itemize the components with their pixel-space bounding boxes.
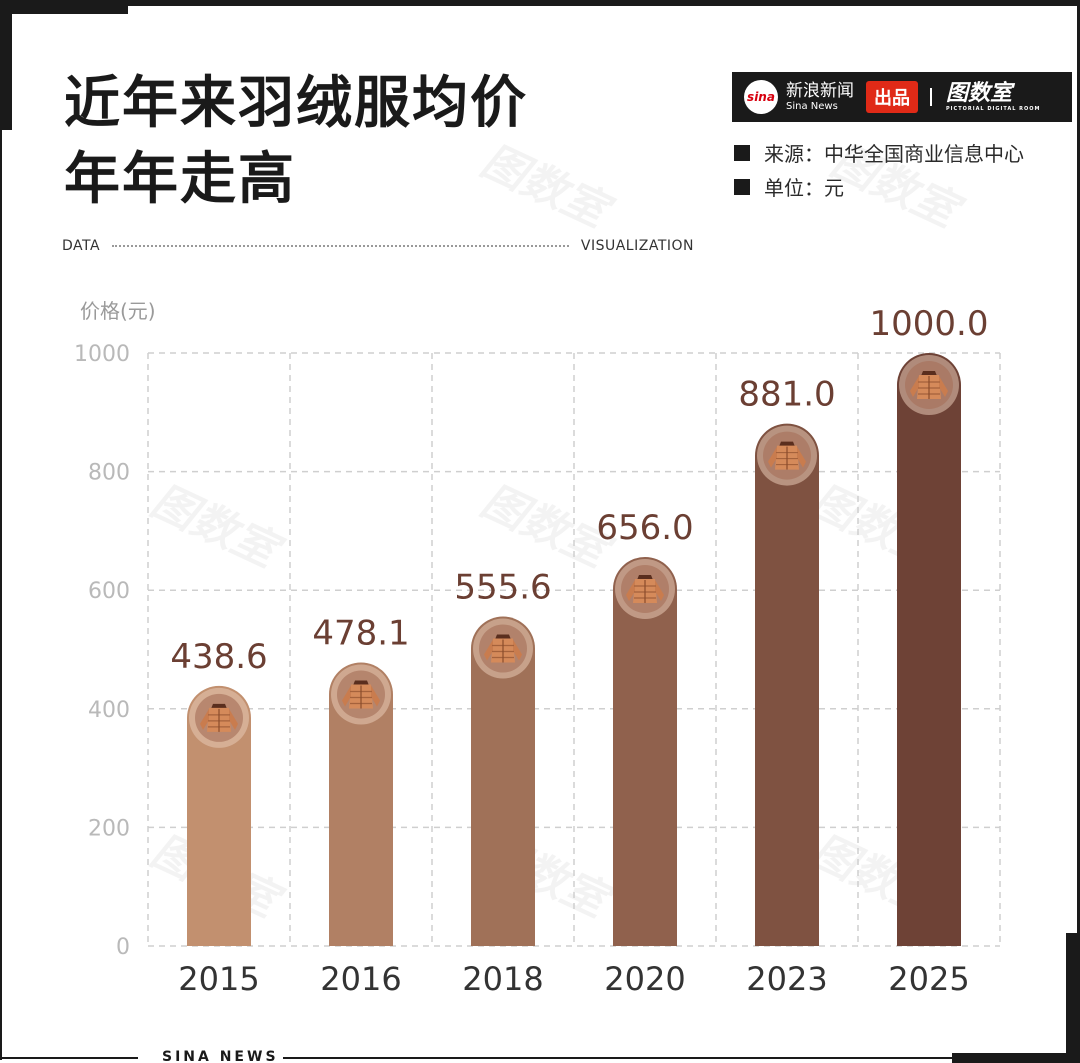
grid	[147, 352, 1001, 947]
data-visualization-divider: DATA VISUALIZATION	[62, 238, 694, 254]
y-tick-label: 0	[116, 935, 130, 960]
room-logo: 图数室 PICTORIAL DIGITAL ROOM	[946, 80, 1041, 113]
value-label: 438.6	[170, 637, 267, 677]
brand-bar: sina 新浪新闻 Sina News 出品 图数室 PICTORIAL DIG…	[732, 72, 1072, 122]
jacket-left-sleeve	[768, 446, 777, 468]
brand-name: 新浪新闻 Sina News	[786, 81, 854, 113]
room-logo-name: 图数室	[946, 80, 1013, 106]
bars	[187, 353, 961, 946]
bar	[897, 353, 961, 946]
jacket-right-sleeve	[939, 376, 948, 397]
sina-logo-icon: sina	[744, 80, 778, 114]
y-ticks: 0 200 400 600 800 1000	[74, 342, 130, 960]
frame-left-accent	[0, 0, 12, 130]
jacket-collar	[353, 680, 369, 686]
jacket-collar	[637, 574, 653, 580]
source-line: 来源：中华全国商业信息中心	[734, 138, 1024, 167]
divider-left-label: DATA	[62, 238, 101, 254]
jacket-left-sleeve	[484, 639, 493, 661]
unit-line: 单位：元	[734, 172, 844, 201]
bar	[755, 423, 819, 946]
bar-icons	[189, 355, 959, 748]
down-jacket-icon	[342, 680, 380, 709]
jacket-left-sleeve	[626, 579, 635, 601]
title-line-2: 年年走高	[64, 147, 296, 212]
value-label: 555.6	[454, 568, 551, 608]
x-tick-label: 2023	[746, 960, 827, 998]
y-tick-label: 1000	[74, 342, 130, 367]
unit-text: 单位：元	[764, 176, 844, 200]
down-jacket-icon	[200, 703, 238, 732]
frame-left-border	[0, 120, 2, 1060]
frame-corner-bottom-right	[1066, 933, 1080, 1063]
brand-name-en: Sina News	[786, 101, 838, 112]
jacket-collar	[495, 634, 511, 640]
bar	[613, 556, 677, 946]
x-ticks: 2015 2016 2018 2020 2023 2025	[178, 960, 969, 998]
divider-right-label: VISUALIZATION	[580, 238, 694, 254]
bar	[471, 616, 535, 946]
bullet-square-icon	[734, 178, 750, 195]
down-jacket-icon	[768, 441, 806, 470]
down-jacket-icon	[910, 371, 948, 399]
jacket-left-sleeve	[342, 685, 351, 707]
jacket-collar	[779, 441, 795, 447]
frame-right-border	[1077, 0, 1080, 1063]
jacket-left-sleeve	[200, 708, 209, 730]
jacket-collar	[921, 371, 937, 376]
jacket-right-sleeve	[229, 708, 238, 730]
x-tick-label: 2016	[320, 960, 401, 998]
bullet-square-icon	[734, 144, 750, 161]
room-logo-sub: PICTORIAL DIGITAL ROOM	[946, 105, 1041, 112]
y-tick-label: 600	[88, 579, 130, 604]
down-jacket-icon	[626, 574, 664, 603]
footer-line-left	[0, 1057, 138, 1059]
x-tick-label: 2025	[888, 960, 969, 998]
y-tick-label: 800	[88, 461, 130, 486]
y-axis-label: 价格(元)	[80, 299, 156, 323]
jacket-right-sleeve	[513, 639, 522, 661]
bar	[329, 662, 393, 946]
title-line-1: 近年来羽绒服均价	[64, 71, 528, 136]
brand-separator	[930, 88, 932, 106]
x-tick-label: 2020	[604, 960, 685, 998]
jacket-left-sleeve	[910, 376, 919, 397]
y-tick-label: 400	[88, 698, 130, 723]
y-tick-label: 200	[88, 816, 130, 841]
frame-top-border	[0, 0, 1080, 6]
value-labels: 438.6 478.1 555.6 656.0 881.0 1000.0	[170, 304, 988, 677]
jacket-right-sleeve	[371, 685, 380, 707]
brand-badge: 出品	[866, 81, 918, 113]
x-tick-label: 2015	[178, 960, 259, 998]
page-title: 近年来羽绒服均价 年年走高	[64, 66, 528, 218]
down-jacket-icon	[484, 634, 522, 663]
footer-line-right	[280, 1057, 960, 1059]
value-label: 1000.0	[870, 304, 989, 344]
x-tick-label: 2018	[462, 960, 543, 998]
value-label: 656.0	[596, 508, 693, 548]
footer-label: SINA NEWS	[158, 1049, 283, 1063]
divider-dots	[112, 245, 569, 247]
bar-chart: 价格(元) 0 200 400 600 800 1000 438.6 478.1 555.6 6…	[74, 299, 1001, 998]
jacket-right-sleeve	[797, 446, 806, 468]
frame-corner-top-left	[0, 0, 128, 14]
frame-bottom-right-accent	[952, 1053, 1080, 1063]
jacket-right-sleeve	[655, 579, 664, 601]
bar	[187, 685, 251, 946]
value-label: 478.1	[312, 613, 409, 653]
value-label: 881.0	[738, 375, 835, 415]
brand-name-cn: 新浪新闻	[786, 81, 854, 101]
jacket-collar	[211, 703, 227, 709]
source-text: 来源：中华全国商业信息中心	[764, 142, 1024, 166]
